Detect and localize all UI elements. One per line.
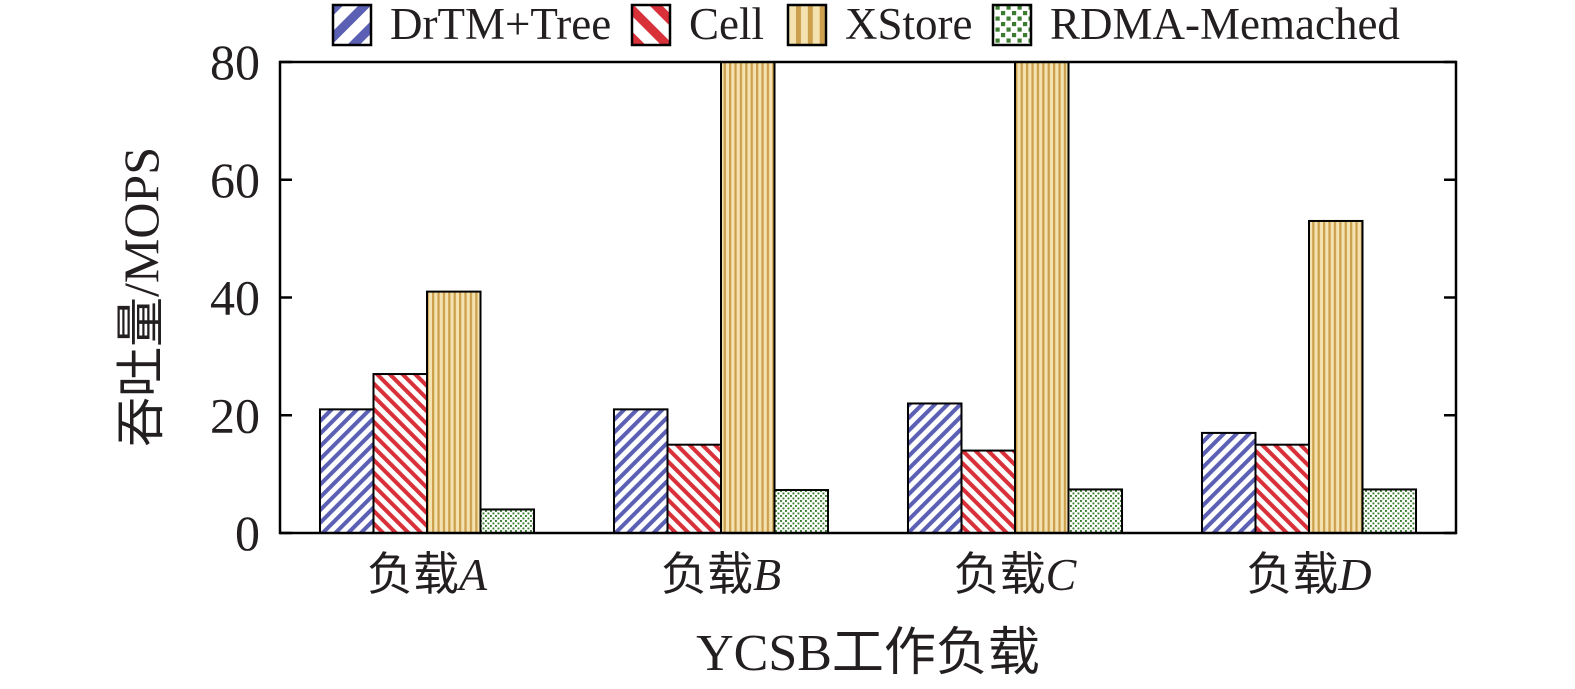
y-tick-label: 80 [210, 34, 260, 90]
y-axis-label: 吞吐量/MOPS [113, 147, 169, 447]
legend-swatch-cell [630, 3, 672, 47]
bar-xstore-d [1308, 219, 1364, 534]
bar-drtm-tree-a [318, 408, 375, 534]
y-axis-ticks: 0 20 40 60 80 [210, 34, 1456, 561]
bar-rdma-memached-a [479, 508, 536, 535]
y-tick-label: 0 [235, 505, 260, 561]
legend-label-drtm-tree: DrTM+Tree [390, 0, 611, 49]
bar-drtm-tree-b [612, 408, 669, 534]
legend-swatch-drtm-tree [331, 3, 373, 47]
legend-item-xstore: XStore [786, 0, 973, 49]
bar-rdma-memached-d [1361, 488, 1418, 534]
legend-label-cell: Cell [689, 0, 764, 49]
x-tick-label: 负载A [367, 549, 488, 600]
bar-xstore-c [1014, 61, 1070, 534]
bars [318, 61, 1418, 535]
x-tick-label: 负载C [954, 549, 1078, 600]
bar-drtm-tree-c [906, 402, 963, 534]
bar-cell-d [1254, 443, 1310, 534]
y-tick-label: 20 [210, 387, 260, 443]
legend-item-rdma-memached: RDMA-Memached [991, 0, 1400, 49]
bar-cell-b [666, 443, 723, 534]
x-axis-ticks: 负载A 负载B 负载C 负载D [367, 549, 1372, 600]
legend: DrTM+Tree Cell XStore RDMA-Memached [331, 0, 1400, 49]
y-tick-label: 60 [210, 152, 260, 208]
bar-xstore-a [426, 290, 482, 534]
legend-item-cell: Cell [630, 0, 764, 49]
legend-swatch-rdma-memached [991, 3, 1033, 47]
bar-cell-a [372, 373, 429, 534]
x-tick-label: 负载B [661, 549, 781, 600]
legend-swatch-xstore [786, 3, 828, 47]
legend-label-rdma-memached: RDMA-Memached [1050, 0, 1400, 49]
bar-cell-c [960, 449, 1017, 535]
legend-item-drtm-tree: DrTM+Tree [331, 0, 611, 49]
bar-rdma-memached-b [773, 489, 830, 534]
y-tick-label: 40 [210, 270, 260, 326]
bar-xstore-b [720, 61, 776, 534]
legend-label-xstore: XStore [845, 0, 973, 49]
bar-drtm-tree-d [1200, 431, 1257, 535]
x-axis-label: YCSB工作负载 [696, 625, 1040, 682]
x-tick-label: 负载D [1246, 549, 1371, 600]
bar-rdma-memached-c [1067, 488, 1124, 534]
